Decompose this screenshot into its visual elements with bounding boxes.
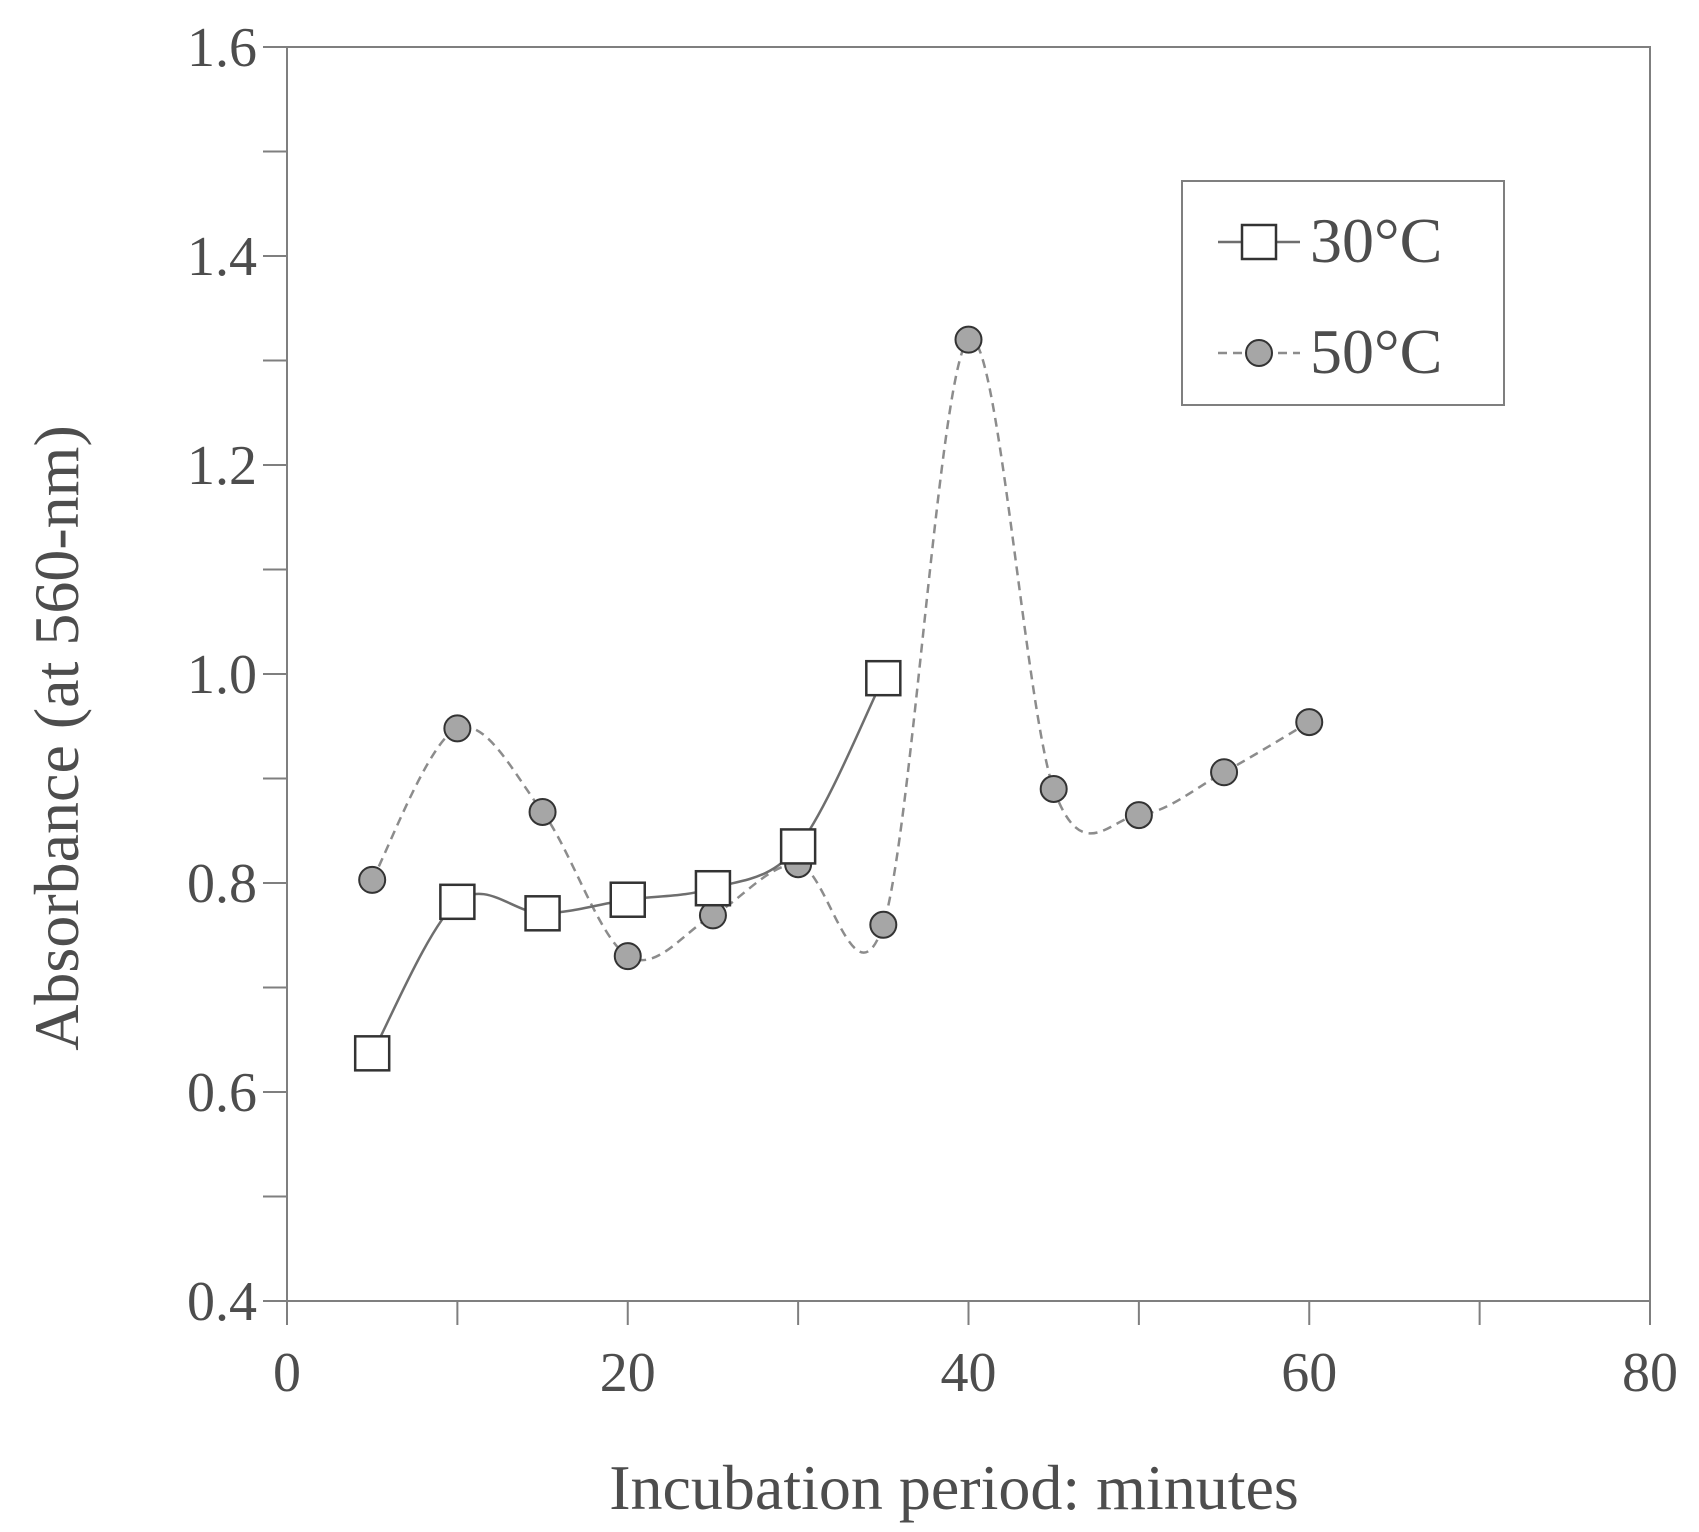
y-axis-title: Absorbance (at 560-nm) bbox=[21, 425, 92, 1051]
y-tick-label: 0.8 bbox=[187, 853, 257, 915]
legend-label-50c: 50°C bbox=[1310, 316, 1442, 387]
data-point-50c bbox=[443, 714, 472, 743]
y-tick-label: 0.6 bbox=[187, 1062, 257, 1124]
legend-label-30c: 30°C bbox=[1310, 205, 1442, 276]
legend: 30°C 50°C bbox=[1181, 180, 1505, 406]
legend-box bbox=[1181, 180, 1505, 406]
data-point-50c bbox=[528, 797, 557, 826]
data-point-50c bbox=[1124, 801, 1153, 830]
legend-entry-50c bbox=[1218, 339, 1300, 367]
data-point-30c bbox=[609, 881, 646, 918]
data-point-50c bbox=[1039, 774, 1068, 803]
x-tick-label: 40 bbox=[941, 1342, 997, 1404]
data-point-50c bbox=[954, 325, 983, 354]
series-line-50c bbox=[371, 337, 1310, 962]
x-tick-label: 20 bbox=[600, 1342, 656, 1404]
series-lines bbox=[371, 337, 1310, 1054]
legend-marker-30c bbox=[1240, 223, 1278, 261]
y-tick-label: 1.6 bbox=[187, 17, 257, 79]
y-tick-label: 1.2 bbox=[187, 435, 257, 497]
y-tick-label: 1.4 bbox=[187, 226, 257, 288]
data-point-30c bbox=[779, 828, 817, 865]
x-axis-title: Incubation period: minutes bbox=[609, 1452, 1299, 1523]
y-tick-label: 1.0 bbox=[187, 644, 257, 706]
legend-entry-30c bbox=[1218, 223, 1300, 261]
data-point-50c bbox=[358, 865, 387, 894]
data-point-30c bbox=[524, 895, 561, 932]
data-point-50c bbox=[869, 910, 898, 939]
axes: 0.4 0.6 0.8 1.0 1.2 1.4 1.6 0 20 40 60 80 bbox=[187, 17, 1678, 1404]
data-point-50c bbox=[613, 942, 642, 971]
data-point-30c bbox=[694, 869, 732, 907]
data-point-30c bbox=[353, 1035, 391, 1072]
data-point-30c bbox=[865, 659, 902, 697]
data-point-50c bbox=[1210, 758, 1239, 787]
x-tick-label: 80 bbox=[1622, 1342, 1678, 1404]
y-tick-label: 0.4 bbox=[187, 1271, 257, 1333]
legend-marker-50c bbox=[1245, 339, 1273, 367]
x-tick-label: 0 bbox=[273, 1342, 301, 1404]
series-markers bbox=[353, 325, 1324, 1072]
data-point-30c bbox=[439, 883, 476, 921]
x-tick-label: 60 bbox=[1281, 1342, 1337, 1404]
data-point-50c bbox=[1295, 708, 1324, 737]
